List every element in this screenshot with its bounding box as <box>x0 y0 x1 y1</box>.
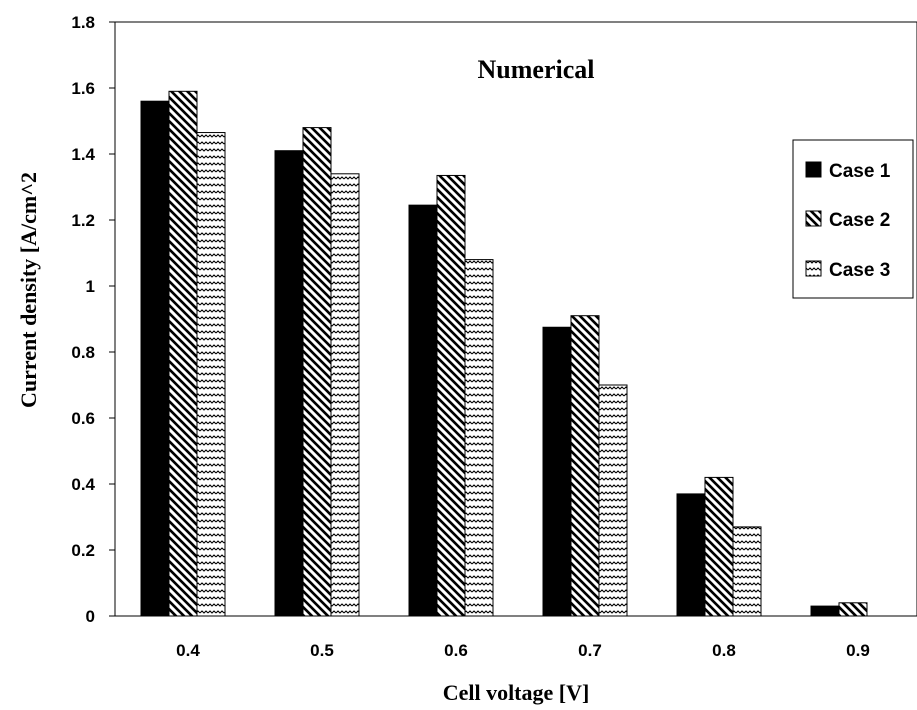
y-axis-title: Current density [A/cm^2 <box>16 172 41 408</box>
y-tick-label: 1.4 <box>71 145 95 164</box>
y-tick-label: 0.6 <box>71 409 95 428</box>
x-tick-label: 0.9 <box>846 641 870 660</box>
chart-title: Numerical <box>478 55 595 84</box>
bar-case-1-0.7 <box>542 326 572 617</box>
bar-case-2-0.8 <box>704 476 734 617</box>
bar-case-3-0.4 <box>196 132 226 617</box>
bar-case-2-0.4 <box>168 90 198 617</box>
bar-case-3-0.6 <box>464 259 494 617</box>
legend: Case 1 Case 2 Case 3 <box>792 139 914 299</box>
y-axis: 0 0.2 0.4 0.6 0.8 1 1.2 1.4 1.6 1.8 <box>71 13 115 626</box>
x-tick-label: 0.7 <box>578 641 602 660</box>
x-tick-label: 0.4 <box>176 641 200 660</box>
x-tick-label: 0.5 <box>310 641 334 660</box>
bar-case-3-0.5 <box>330 173 360 617</box>
legend-label-case-3: Case 3 <box>829 260 890 281</box>
bar-case-2-0.9 <box>838 602 868 617</box>
plot-area <box>114 21 917 617</box>
y-tick-label: 0.2 <box>71 541 95 560</box>
bar-case-3-0.7 <box>598 384 628 617</box>
bar-case-2-0.6 <box>436 174 466 617</box>
bar-case-1-0.8 <box>676 493 706 617</box>
bar-case-1-0.6 <box>408 204 438 617</box>
y-tick-label: 1.2 <box>71 211 95 230</box>
legend-swatch-case-1 <box>805 161 822 178</box>
legend-swatch-case-2 <box>805 210 822 227</box>
y-tick-label: 0 <box>86 607 95 626</box>
bar-series-group <box>140 90 868 617</box>
bar-case-1-0.4 <box>140 100 170 617</box>
bar-case-1-0.5 <box>274 150 304 617</box>
bar-case-2-0.7 <box>570 315 600 617</box>
legend-label-case-2: Case 2 <box>829 210 890 231</box>
legend-swatch-case-3 <box>805 260 822 277</box>
legend-label-case-1: Case 1 <box>829 161 891 182</box>
y-tick-label: 0.8 <box>71 343 95 362</box>
bar-case-1-0.9 <box>810 605 840 617</box>
bar-case-3-0.8 <box>732 526 762 617</box>
x-tick-label: 0.6 <box>444 641 468 660</box>
y-tick-label: 0.4 <box>71 475 95 494</box>
y-tick-label: 1.8 <box>71 13 95 32</box>
x-tick-label: 0.8 <box>712 641 736 660</box>
x-axis: 0.4 0.5 0.6 0.7 0.8 0.9 <box>176 641 870 660</box>
x-axis-title: Cell voltage [V] <box>443 680 590 705</box>
bar-case-2-0.5 <box>302 127 332 617</box>
y-tick-label: 1 <box>86 277 95 296</box>
y-tick-label: 1.6 <box>71 79 95 98</box>
